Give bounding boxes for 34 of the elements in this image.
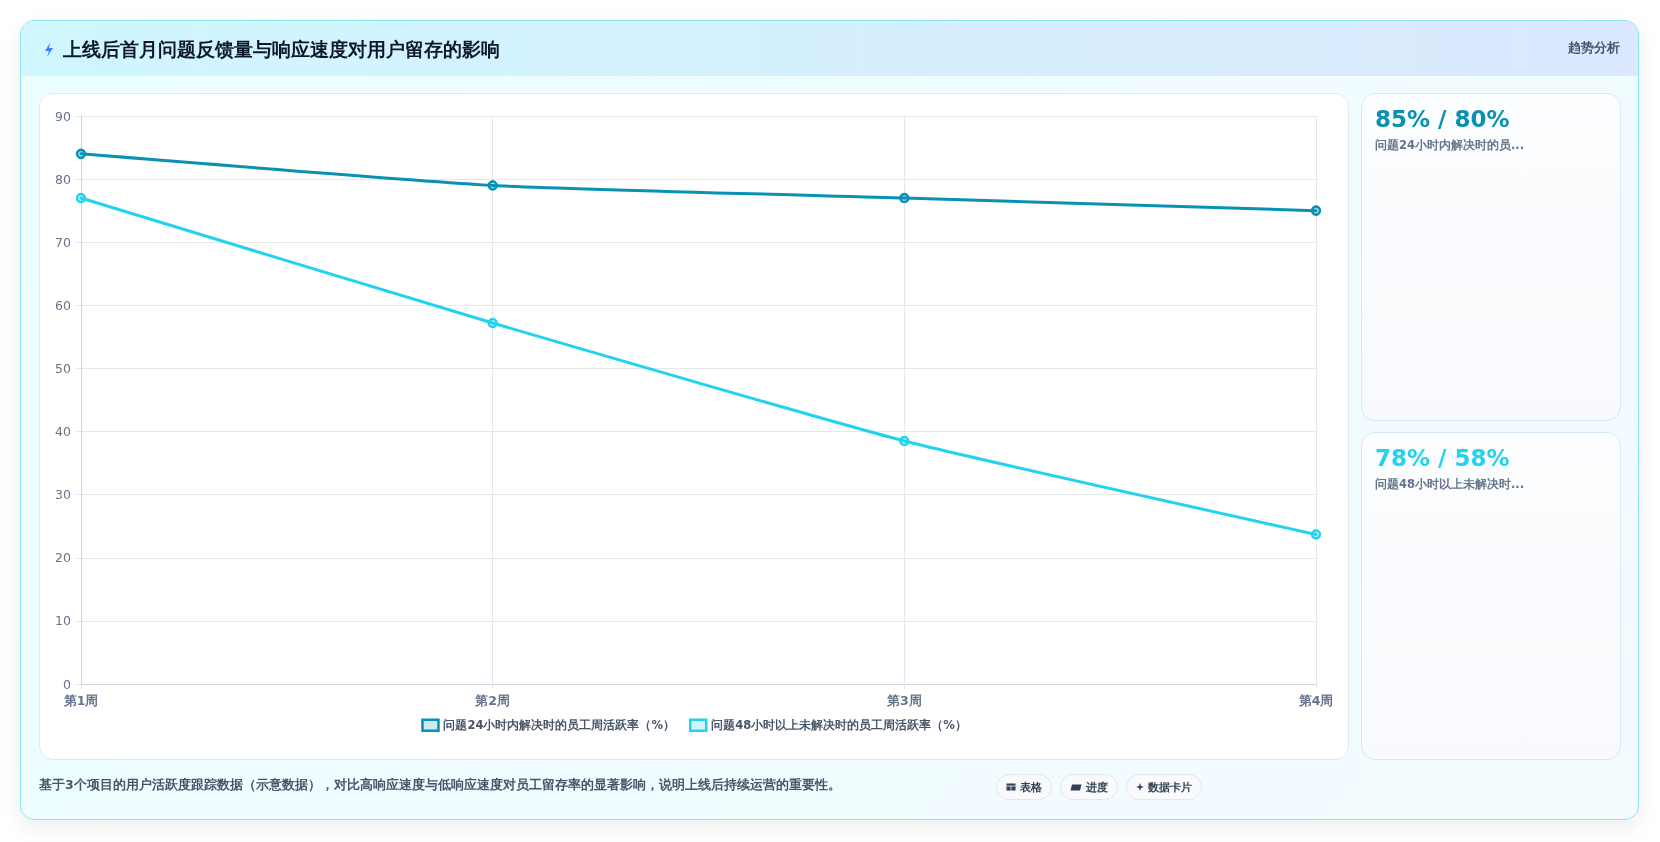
point — [899, 435, 910, 447]
x-tick-label: 第1周 — [62, 693, 99, 708]
point — [1310, 529, 1322, 540]
text: 趋势分析 — [1568, 40, 1620, 57]
point — [75, 192, 87, 204]
y-tick-label: 50 — [55, 360, 72, 376]
x-tick-label: 第2周 — [474, 693, 511, 708]
text: 数据卡片 — [1148, 779, 1192, 795]
point — [1310, 205, 1322, 216]
point — [899, 192, 910, 204]
y-tick-label: 90 — [55, 108, 72, 124]
legend-label: 问题48小时以上未解决时的员工周活跃率（%） — [711, 718, 967, 733]
y-tick-label: 70 — [55, 234, 72, 250]
text: 78% / 58% — [1375, 445, 1510, 471]
legend-label: 问题24小时内解决时的员工周活跃率（%） — [443, 718, 676, 733]
y-tick-label: 30 — [55, 487, 72, 503]
x-tick-label: 第4周 — [1297, 693, 1334, 708]
y-tick-label: 20 — [55, 550, 72, 566]
text: 进度 — [1086, 779, 1108, 795]
point — [487, 180, 498, 191]
text: 问题48小时以上未解决时... — [1375, 477, 1525, 492]
y-tick-label: 0 — [63, 676, 72, 692]
text: 基于3个项目的用户活跃度跟踪数据（示意数据），对比高响应速度与低响应速度对员工留存率的显著影响，说明上线后持续运营的重要性。 — [39, 777, 841, 794]
y-tick-label: 10 — [55, 613, 72, 629]
text: 85% / 80% — [1375, 106, 1510, 132]
x-tick-label: 第3周 — [885, 693, 922, 708]
y-tick-label: 80 — [55, 171, 72, 187]
point — [487, 317, 498, 329]
y-tick-label: 40 — [55, 424, 72, 440]
chart-title: 上线后首月问题反馈量与响应速度对用户留存的影响 — [63, 37, 500, 62]
point — [75, 148, 87, 160]
y-tick-label: 60 — [55, 297, 72, 313]
text: 表格 — [1020, 779, 1042, 795]
text: 问题24小时内解决时的员... — [1375, 138, 1525, 153]
